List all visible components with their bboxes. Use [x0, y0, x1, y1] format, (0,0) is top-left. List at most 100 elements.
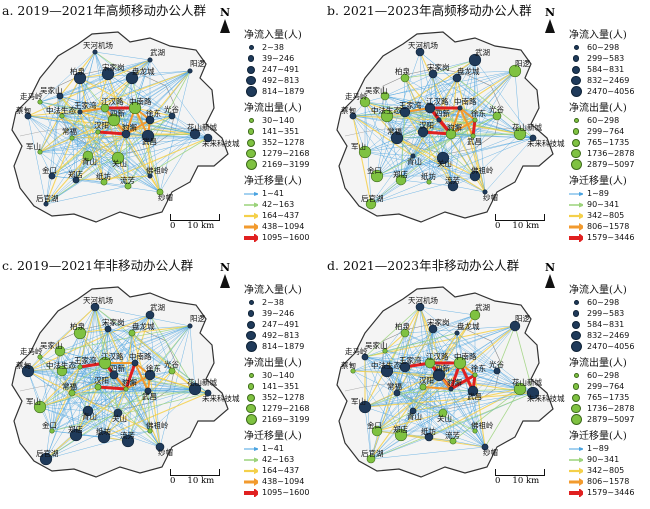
arrow-line-icon [569, 191, 583, 196]
inflow-dot-icon [570, 341, 582, 352]
panel-title: d. 2021—2023年非移动办公人群 [327, 258, 520, 273]
flow-line [107, 73, 127, 135]
outflow-dot-icon [247, 393, 255, 402]
place-label: 豹澥 [447, 122, 462, 132]
inflow-node [424, 432, 434, 442]
inflow-node [92, 49, 98, 55]
arrow-line-icon [244, 233, 258, 242]
outflow-node [100, 178, 108, 186]
outflow-legend-title: 净流出量(人) [569, 103, 627, 114]
flow-line [51, 111, 81, 177]
flow-line [147, 390, 151, 432]
inflow-dot-icon [247, 55, 255, 62]
arrow-line-icon [244, 457, 258, 462]
place-label: 后官湖 [36, 448, 59, 458]
flow-line [352, 370, 440, 376]
place-label: 盘龙城 [457, 321, 480, 331]
flow-line [107, 328, 136, 364]
flow-line [104, 362, 151, 376]
flow-line [71, 137, 77, 181]
flow-line [450, 77, 458, 135]
flow-line [59, 95, 209, 139]
inflow-legend-row: 2~38 [244, 297, 324, 308]
flow-line [419, 306, 430, 438]
outflow-node [469, 309, 481, 321]
flow-line [412, 374, 440, 412]
flow-line [404, 59, 476, 79]
migration-legend-row: 42~163 [244, 454, 324, 465]
outflow-node [54, 345, 66, 357]
place-label: 金口 [42, 165, 57, 175]
inflow-node [349, 112, 357, 120]
inflow-node [104, 325, 112, 333]
outflow-node [123, 386, 129, 392]
inflow-node [69, 428, 83, 442]
flow-line [79, 328, 109, 368]
place-label: 光谷 [489, 104, 504, 114]
inflow-dot-icon [247, 65, 255, 74]
flow-line [107, 328, 209, 394]
inflow-dot-icon [572, 55, 580, 62]
inflow-dot-icon [248, 45, 254, 50]
flow-line-major [134, 362, 149, 392]
flow-line [370, 390, 474, 460]
outflow-legend-title: 净流出量(人) [244, 358, 302, 369]
outflow-node [371, 425, 383, 437]
inflow-dot-icon [573, 45, 579, 50]
flow-line [39, 101, 73, 139]
flow-line [71, 374, 115, 394]
outflow-node [95, 129, 101, 135]
flow-line [97, 131, 151, 177]
flow-line [514, 70, 521, 135]
flow-line [103, 392, 209, 438]
flow-line [59, 325, 191, 352]
arrow-line-icon [569, 457, 583, 462]
place-label: 徐东 [471, 363, 486, 373]
place-label: 郑店 [68, 169, 83, 179]
place-label: 江汉路 [426, 96, 449, 106]
flow-line [352, 115, 398, 139]
place-label: 佛祖岭 [471, 165, 494, 175]
place-label: 武昌 [467, 136, 482, 146]
arrow-line-icon [244, 446, 258, 451]
inflow-legend-row: 60~298 [569, 42, 649, 53]
flow-line [384, 350, 444, 414]
place-label: 青山 [407, 156, 422, 166]
flow-line [45, 175, 53, 205]
flow-line [474, 119, 521, 135]
migration-legend-row: 1~89 [569, 443, 649, 454]
flow-line [352, 314, 476, 372]
flow-line [45, 325, 191, 460]
flow-line [39, 386, 99, 408]
inflow-node [43, 201, 49, 207]
flow-line [45, 390, 149, 460]
flow-line [127, 115, 173, 187]
flow-line [412, 392, 534, 412]
flow-line [39, 119, 115, 153]
place-label: 纸坊 [421, 426, 436, 436]
flow-line [456, 77, 498, 117]
place-label: 金口 [42, 420, 57, 430]
flow-line [45, 155, 89, 205]
inflow-legend-row: 832~2469 [569, 330, 649, 341]
flow-line [117, 157, 161, 193]
place-label: 佛祖岭 [146, 420, 169, 430]
flow-line [364, 406, 486, 448]
outflow-node [438, 408, 448, 418]
flow-line [352, 70, 516, 117]
outflow-node [492, 111, 502, 121]
flow-line [71, 107, 106, 139]
inflow-legend-row: 247~491 [244, 64, 324, 75]
arrow-line-icon [569, 222, 583, 231]
inflow-node [409, 407, 417, 415]
inflow-node [144, 387, 152, 395]
flow-line [39, 356, 81, 368]
place-label: 未来科技城 [527, 138, 565, 148]
flow-line [404, 366, 430, 438]
flow-line [27, 370, 99, 388]
flow-line [412, 410, 444, 414]
flow-line [117, 374, 151, 414]
flow-line [71, 392, 161, 448]
flow-line [484, 137, 534, 193]
arrow-line-icon [569, 488, 583, 497]
